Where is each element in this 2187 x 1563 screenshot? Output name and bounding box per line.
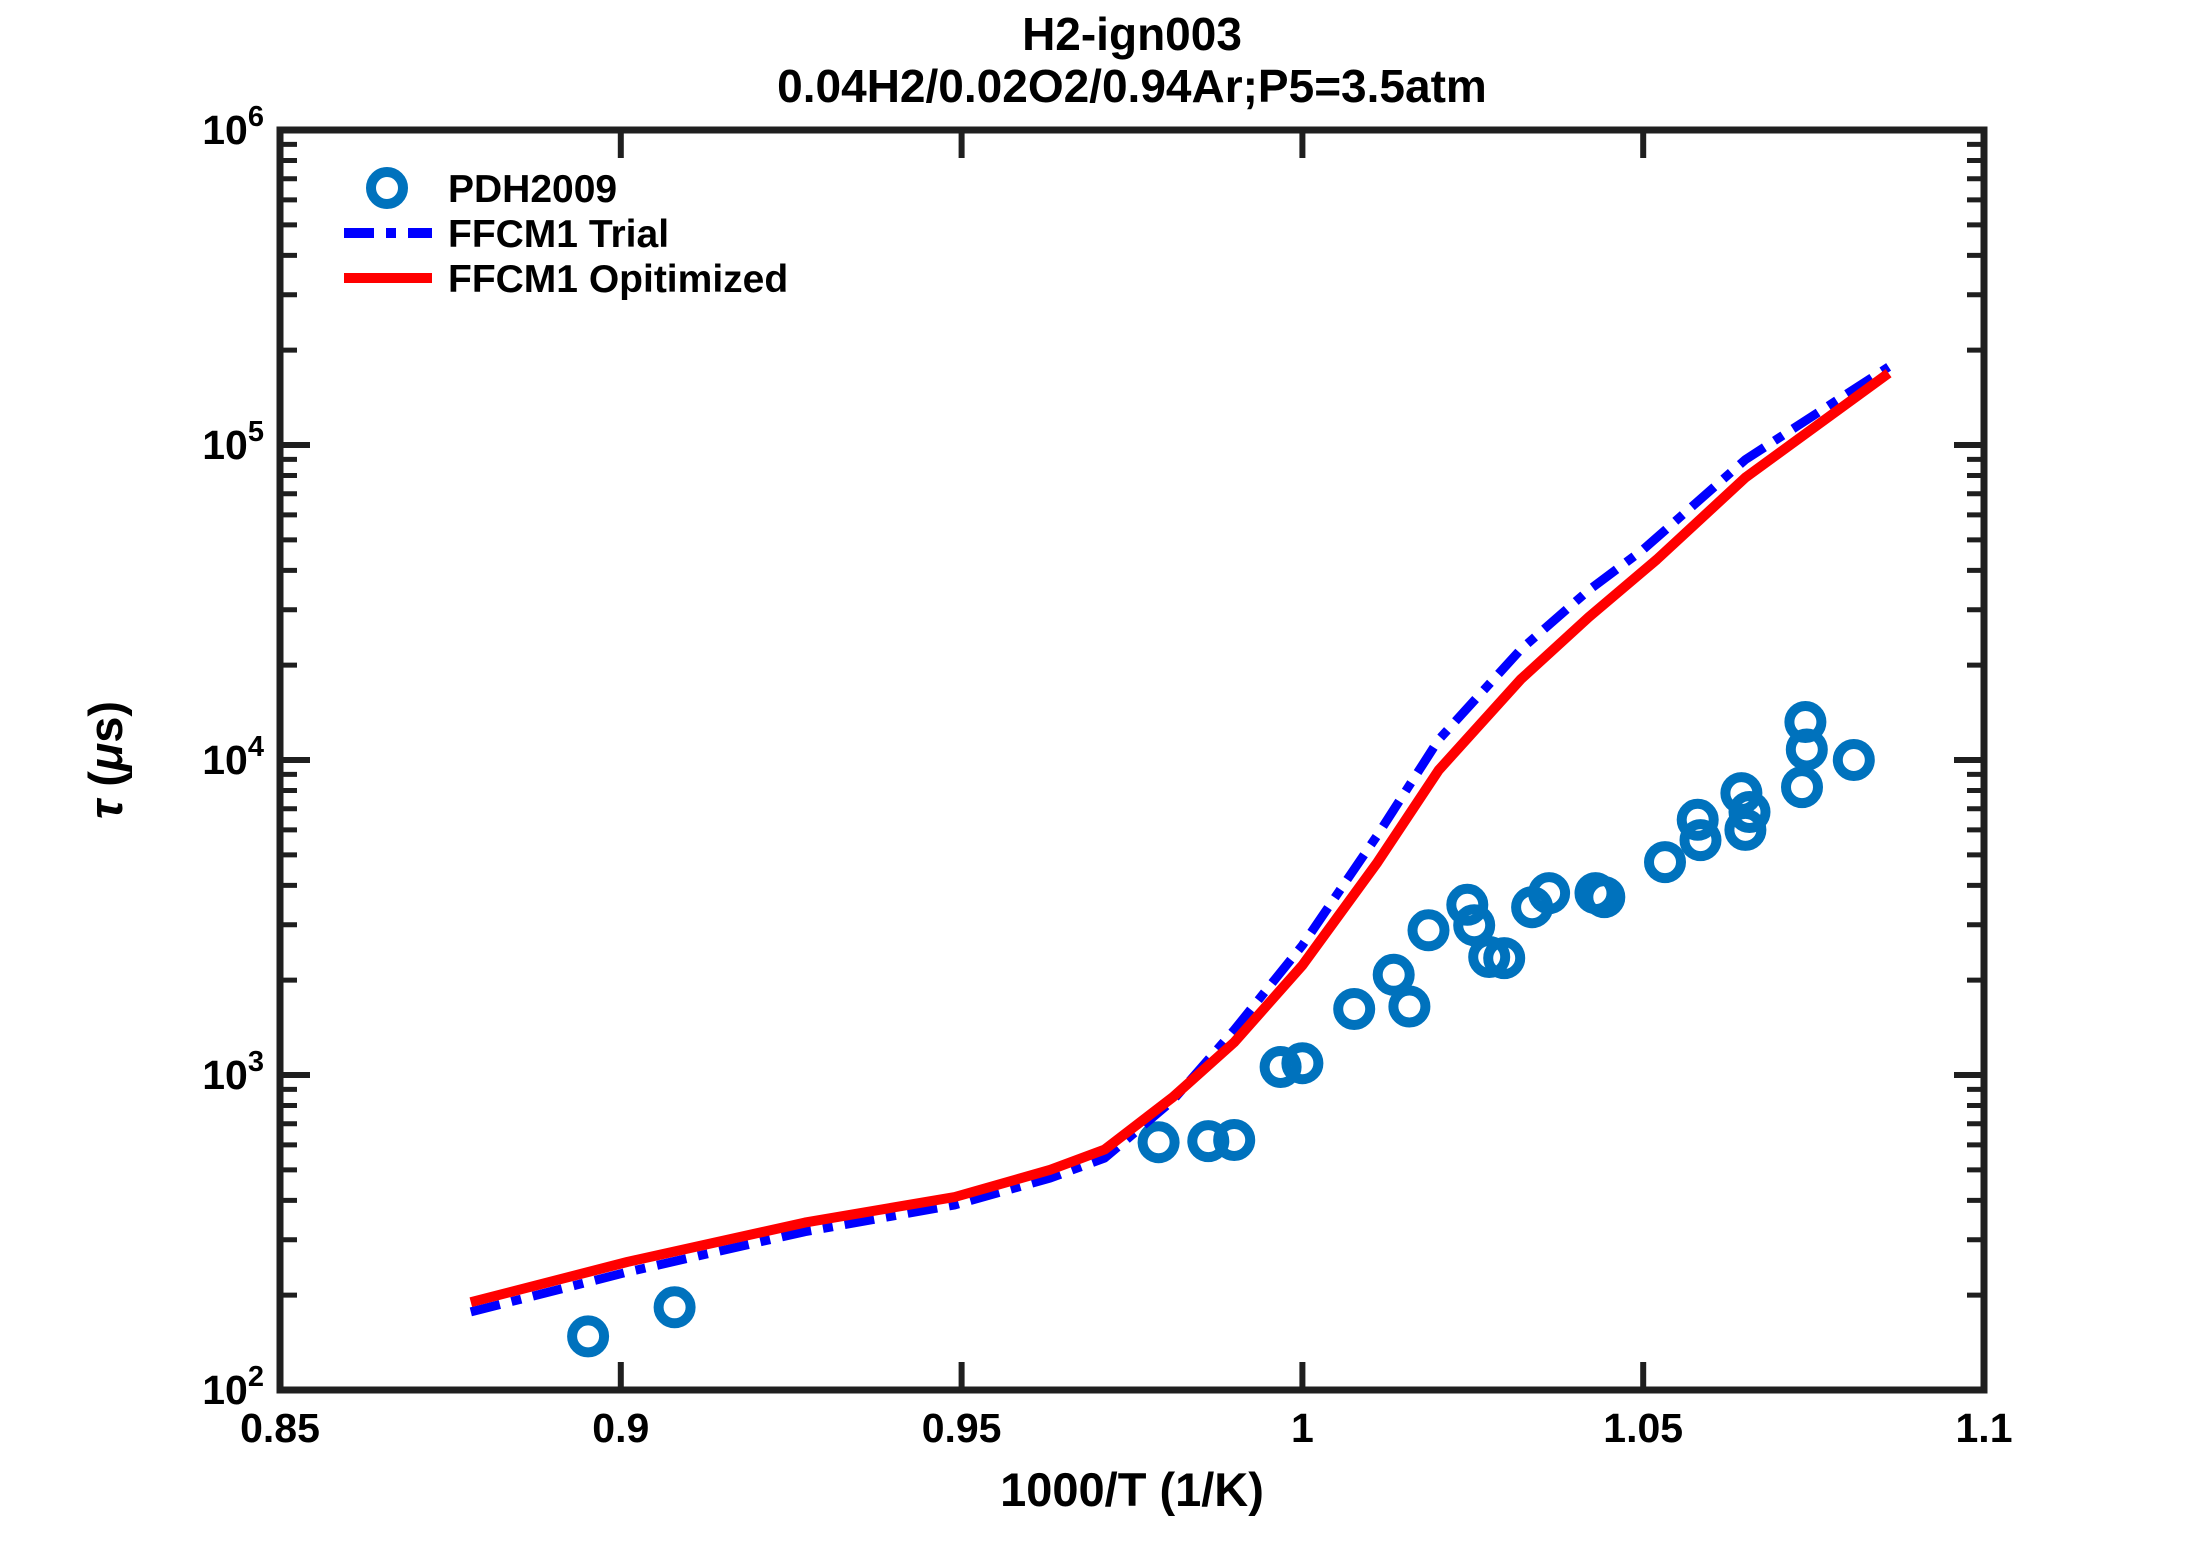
- pdh2009-data-point: [1453, 904, 1496, 947]
- pdh2009-data-point: [1644, 841, 1686, 884]
- x-tick-label: 1.1: [1956, 1405, 2013, 1451]
- x-tick-label: 1: [1291, 1405, 1314, 1451]
- legend-marker-circle-icon: [366, 167, 408, 209]
- plot-axes: 0.85 0.9 0.95 1 1.05 1.1 102 103 104 105 106: [202, 101, 2012, 1451]
- plot-box: [276, 126, 1988, 1394]
- y-axis-label: τ (μs): [79, 701, 132, 819]
- x-axis-label: 1000/T (1/K): [1000, 1463, 1264, 1516]
- pdh2009-data-point: [1388, 985, 1431, 1028]
- pdh2009-data-point: [1785, 728, 1828, 771]
- pdh2009-data-point: [1832, 739, 1875, 781]
- pdh2009-data-point: [1137, 1121, 1180, 1164]
- pdh2009-data-point: [1187, 1120, 1230, 1163]
- y-tick-label: 106: [202, 101, 264, 153]
- x-tick-label: 0.9: [592, 1405, 649, 1451]
- plot-series: [469, 363, 1892, 1358]
- ffcm1-opitimized-line: [469, 369, 1892, 1308]
- pdh2009-data-point: [1483, 937, 1526, 980]
- pdh2009-data-point: [1446, 883, 1489, 926]
- chart-title: H2-ign003: [1022, 8, 1242, 60]
- pdh2009-data-point: [1724, 808, 1767, 851]
- pdh2009-data-point: [1213, 1119, 1256, 1161]
- pdh2009-data-point: [1728, 791, 1771, 833]
- y-tick-label: 104: [202, 731, 264, 783]
- x-tick-label: 0.85: [240, 1405, 320, 1451]
- legend-item-label: FFCM1 Opitimized: [448, 258, 788, 301]
- chart-subtitle: 0.04H2/0.02O2/0.94Ar;P5=3.5atm: [777, 60, 1487, 112]
- pdh2009-data-point: [653, 1286, 696, 1329]
- y-tick-label: 105: [202, 416, 264, 468]
- pdh2009-data-point: [1468, 936, 1511, 978]
- pdh2009-data-point: [1583, 876, 1626, 919]
- pdh2009-data-point: [567, 1315, 610, 1358]
- pdh2009-data-point: [1281, 1042, 1324, 1085]
- pdh2009-data-point: [1259, 1046, 1302, 1088]
- legend-item-label: FFCM1 Trial: [448, 213, 669, 256]
- pdh2009-data-point: [1679, 819, 1722, 862]
- ffcm1-trial-line: [469, 363, 1892, 1317]
- pdh2009-data-point: [1781, 766, 1823, 809]
- y-tick-label: 102: [202, 1361, 264, 1413]
- pdh2009-data-point: [1676, 798, 1719, 841]
- legend-item-label: PDH2009: [448, 168, 617, 211]
- pdh2009-data-point: [1372, 953, 1415, 996]
- pdh2009-data-point: [1407, 909, 1450, 952]
- x-tick-label: 0.95: [922, 1405, 1002, 1451]
- x-tick-label: 1.05: [1603, 1405, 1683, 1451]
- pdh2009-data-point: [1528, 872, 1571, 915]
- y-tick-label: 103: [202, 1046, 264, 1098]
- pdh2009-data-point: [1333, 988, 1376, 1030]
